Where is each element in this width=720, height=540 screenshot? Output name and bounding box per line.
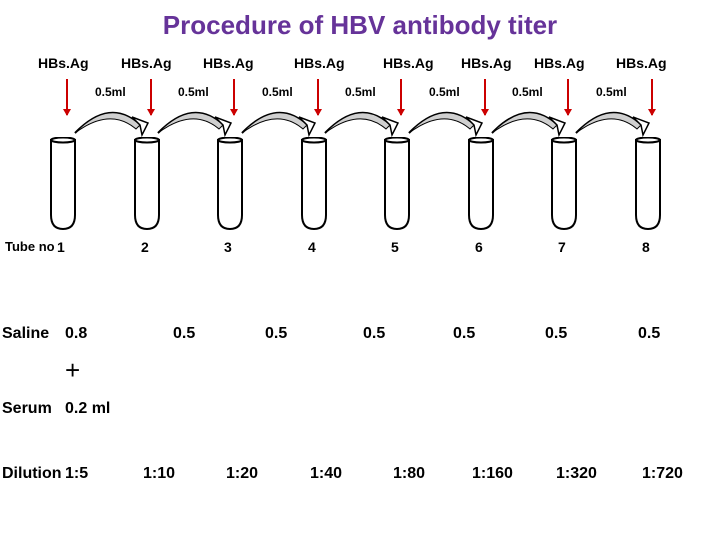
saline-value-6: 0.5 [545,325,567,343]
dilution-value-5: 1:80 [393,465,425,483]
hbsag-label-2: HBs.Ag [121,55,172,71]
tube-1 [48,137,78,237]
hbsag-label-1: HBs.Ag [38,55,89,71]
hbsag-label-4: HBs.Ag [294,55,345,71]
hbsag-label-5: HBs.Ag [383,55,434,71]
antigen-arrow-5 [400,79,402,115]
vol-label-4: 0.5ml [345,85,376,99]
dilution-value-4: 1:40 [310,465,342,483]
antigen-arrow-4 [317,79,319,115]
dilution-value-1: 1:5 [65,465,88,483]
tube-2 [132,137,162,237]
tube-7 [549,137,579,237]
vol-label-2: 0.5ml [178,85,209,99]
tube-5 [382,137,412,237]
tube-number-3: 3 [224,239,232,255]
antigen-arrow-8 [651,79,653,115]
dilution-label: Dilution [2,465,62,483]
vol-label-5: 0.5ml [429,85,460,99]
diagram-row: 0.5ml 0.5ml 0.5ml 0.5ml 0.5ml 0.5ml 0.5m… [0,79,720,279]
vol-label-6: 0.5ml [512,85,543,99]
saline-value-3: 0.5 [265,325,287,343]
tube-4 [299,137,329,237]
saline-value-4: 0.5 [363,325,385,343]
tube-6 [466,137,496,237]
serum-label: Serum [2,400,52,418]
tube-number-6: 6 [475,239,483,255]
saline-value-2: 0.5 [173,325,195,343]
tube-number-5: 5 [391,239,399,255]
plus-symbol: + [65,355,80,386]
hbsag-label-row: HBs.Ag HBs.Ag HBs.Ag HBs.Ag HBs.Ag HBs.Ag HBs.… [0,55,720,77]
antigen-arrow-1 [66,79,68,115]
tube-number-7: 7 [558,239,566,255]
antigen-arrow-2 [150,79,152,115]
vol-label-1: 0.5ml [95,85,126,99]
antigen-arrow-7 [567,79,569,115]
tube-number-4: 4 [308,239,316,255]
dilution-value-3: 1:20 [226,465,258,483]
saline-value-5: 0.5 [453,325,475,343]
hbsag-label-3: HBs.Ag [203,55,254,71]
hbsag-label-6: HBs.Ag [461,55,512,71]
dilution-value-6: 1:160 [472,465,513,483]
vol-label-3: 0.5ml [262,85,293,99]
antigen-arrow-3 [233,79,235,115]
saline-label: Saline [2,325,49,343]
tube-number-1: 1 [57,239,65,255]
serum-value: 0.2 ml [65,400,110,418]
saline-value-7: 0.5 [638,325,660,343]
tube-number-2: 2 [141,239,149,255]
saline-value-1: 0.8 [65,325,87,343]
antigen-arrow-6 [484,79,486,115]
hbsag-label-7: HBs.Ag [534,55,585,71]
dilution-value-7: 1:320 [556,465,597,483]
dilution-value-8: 1:720 [642,465,683,483]
hbsag-label-8: HBs.Ag [616,55,667,71]
tube-3 [215,137,245,237]
dilution-value-2: 1:10 [143,465,175,483]
tube-number-8: 8 [642,239,650,255]
page-title: Procedure of HBV antibody titer [0,0,720,49]
vol-label-7: 0.5ml [596,85,627,99]
tube-8 [633,137,663,237]
tubeno-label: Tube no [5,239,55,254]
